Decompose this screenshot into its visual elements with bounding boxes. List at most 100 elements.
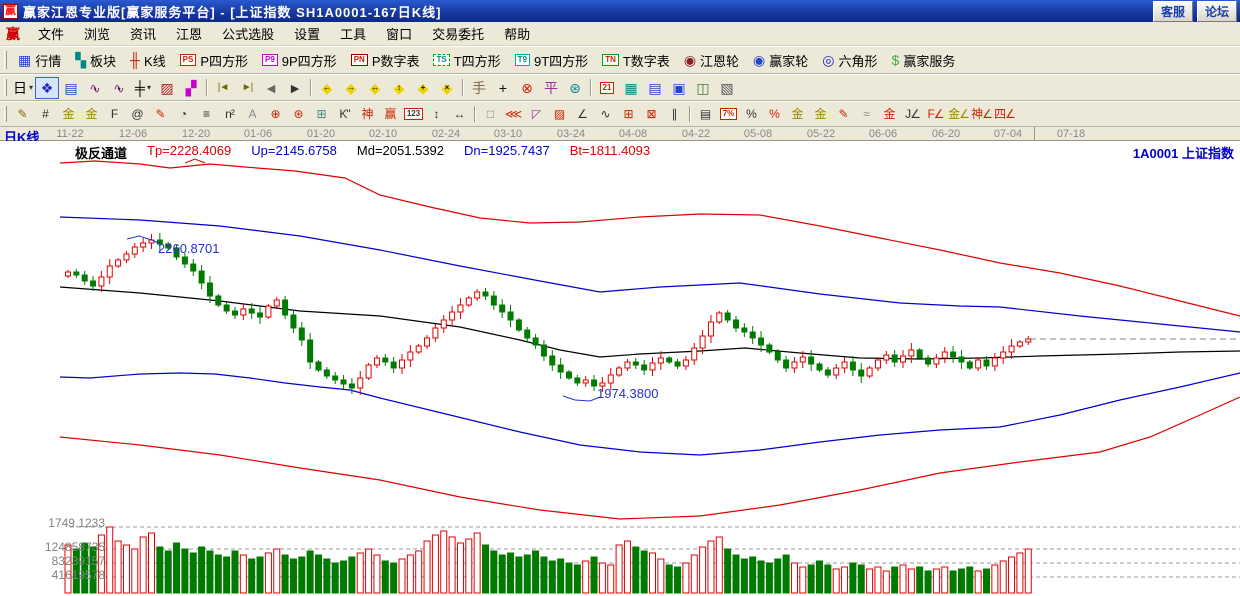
info-panel-icon[interactable]: ▤	[59, 77, 83, 99]
diamond-h-expand-icon[interactable]: ◆ ↔	[363, 77, 387, 99]
winner-grid-tool-icon[interactable]: 赢	[379, 104, 402, 124]
chart-colored-icon[interactable]: ▞	[179, 77, 203, 99]
box-tool-icon[interactable]: □	[479, 104, 502, 124]
toolbar-grip[interactable]	[4, 105, 7, 123]
toolbar-winner-service-button[interactable]: $ 赢家服务	[885, 46, 963, 74]
computer-icon[interactable]: ▧	[715, 77, 739, 99]
diamond-zoom-in-icon[interactable]: ◆ +	[411, 77, 435, 99]
time-ladder-tool-icon[interactable]: ≡	[195, 104, 218, 124]
angle-pen-tool-icon[interactable]: ✎	[11, 104, 34, 124]
f-angle-tool-icon[interactable]: F∠	[924, 104, 947, 124]
diamond-right-icon[interactable]: ◆ →	[339, 77, 363, 99]
brush-tool-icon[interactable]: ✎	[832, 104, 855, 124]
wave-9-icon[interactable]: ∿ ₉	[107, 77, 131, 99]
percent-tool-icon[interactable]: %	[740, 104, 763, 124]
save-icon[interactable]: ▣	[667, 77, 691, 99]
menu-item[interactable]: 工具	[340, 27, 367, 42]
menu-item[interactable]: 江恩	[176, 27, 203, 42]
toolbar-9t-square-button[interactable]: T9 9T四方形	[508, 46, 596, 74]
web-tool-icon[interactable]: ⊛	[563, 77, 587, 99]
red-grid-arrow-tool-icon[interactable]: ⊠	[640, 104, 663, 124]
gold-ratio-tool-2-icon[interactable]: 金	[80, 104, 103, 124]
chart-area[interactable]: 极反通道 Tp=2228.4069 Up=2145.6758 Md=2051.5…	[0, 141, 1240, 596]
calculator-icon[interactable]: ▦	[619, 77, 643, 99]
shen-angle-tool-icon[interactable]: 神∠	[970, 104, 993, 124]
toolbar-quotes-button[interactable]: ▦ 行情	[11, 46, 68, 74]
toolbar-t-number-table-button[interactable]: TN T数字表	[595, 46, 677, 74]
toolbar-grip[interactable]	[4, 50, 7, 70]
menu-item[interactable]: 浏览	[84, 27, 111, 42]
menu-item[interactable]: 设置	[294, 27, 321, 42]
n-square-tool-icon[interactable]: n²	[218, 104, 241, 124]
forum-button[interactable]: 论坛	[1196, 0, 1237, 22]
circle-cross-tool-icon[interactable]: ⊕	[264, 104, 287, 124]
menu-item[interactable]: 帮助	[504, 27, 531, 42]
toolbar-gann-wheel-button[interactable]: ◉ 江恩轮	[677, 46, 746, 74]
diamond-zoom-out-icon[interactable]: ◆ ×	[435, 77, 459, 99]
notes-icon[interactable]: ▤	[643, 77, 667, 99]
calendar-icon[interactable]: 21	[595, 77, 619, 99]
shen-grid-tool-icon[interactable]: 神	[356, 104, 379, 124]
pane-splitter[interactable]	[1034, 127, 1035, 141]
spiral-tool-icon[interactable]: @	[126, 104, 149, 124]
time-cycle-tool-icon[interactable]: ◔	[172, 104, 195, 124]
toolbar-winner-wheel-button[interactable]: ◉ 赢家轮	[746, 46, 815, 74]
save-web-icon[interactable]: ◫	[691, 77, 715, 99]
menu-item[interactable]: 文件	[38, 27, 65, 42]
spider-web-tool-icon[interactable]: ⊛	[287, 104, 310, 124]
andrews-tool-icon[interactable]: A	[241, 104, 264, 124]
horizontal-measure-tool-icon[interactable]: ↔	[448, 104, 471, 124]
web-overview-icon[interactable]: ❖	[35, 76, 59, 99]
next-page-icon[interactable]: ►	[283, 77, 307, 99]
gann-box-tool-icon[interactable]: 平	[539, 77, 563, 99]
box-diagonal-tool-icon[interactable]: ▨	[548, 104, 571, 124]
period-day-selector-icon[interactable]: 日 ▾	[11, 77, 35, 99]
grid-web-tool-icon[interactable]: ⊞	[310, 104, 333, 124]
menu-item[interactable]: 窗口	[386, 27, 413, 42]
menu-item[interactable]: 交易委托	[432, 27, 485, 42]
percent-box-tool-icon[interactable]: 7%	[717, 104, 740, 124]
zigzag-tool-icon[interactable]: ∿	[594, 104, 617, 124]
menu-item[interactable]: 公式选股	[222, 27, 275, 42]
wave-band-tool-icon[interactable]: ≈	[855, 104, 878, 124]
ruler-tool-icon[interactable]: 123	[402, 104, 425, 124]
toolbar-p-number-table-button[interactable]: PN P数字表	[344, 46, 427, 74]
kline-chart[interactable]	[0, 141, 1240, 596]
menu-item[interactable]: 资讯	[130, 27, 157, 42]
crosshair-tool-icon[interactable]: +	[491, 77, 515, 99]
wave-3-icon[interactable]: ∿ ₃	[83, 77, 107, 99]
k-count-tool-icon[interactable]: K"	[333, 104, 356, 124]
map-red-icon[interactable]: ▨	[155, 77, 179, 99]
toolbar-t-square-button[interactable]: TS T四方形	[426, 46, 507, 74]
four-angle-tool-icon[interactable]: 四∠	[993, 104, 1016, 124]
prev-page-icon[interactable]: ◄	[259, 77, 283, 99]
gold-underline-tool-icon[interactable]: 金	[878, 104, 901, 124]
gold-line-tool-icon[interactable]: 金	[809, 104, 832, 124]
last-page-icon[interactable]: ►|	[235, 77, 259, 99]
toolbar-grip[interactable]	[4, 78, 7, 97]
compass-tool-icon[interactable]: ✎	[149, 104, 172, 124]
toolbar-kline-button[interactable]: ╫ K线	[123, 46, 173, 74]
diamond-v-expand-icon[interactable]: ◆ ↕	[387, 77, 411, 99]
gold-circle-tool-icon[interactable]: 金	[786, 104, 809, 124]
customer-service-button[interactable]: 客服	[1152, 0, 1193, 22]
vertical-scale-tool-icon[interactable]: ↕	[425, 104, 448, 124]
j-angle-tool-icon[interactable]: J∠	[901, 104, 924, 124]
red-grid-tool-icon[interactable]: ⊞	[617, 104, 640, 124]
angle-lines-tool-icon[interactable]: ∠	[571, 104, 594, 124]
gann-fan-tool-icon[interactable]: ⋘	[502, 104, 525, 124]
fibonacci-tool-icon[interactable]: F	[103, 104, 126, 124]
first-page-icon[interactable]: |◄	[211, 77, 235, 99]
parallel-lines-tool-icon[interactable]: ∥	[663, 104, 686, 124]
hand-tool-icon[interactable]: 手	[467, 77, 491, 99]
candle-style-icon[interactable]: ╪ ▾	[131, 77, 155, 99]
percent-lines-tool-icon[interactable]: %	[763, 104, 786, 124]
gold-angle-tool-icon[interactable]: 金∠	[947, 104, 970, 124]
measure-list-tool-icon[interactable]: ▤	[694, 104, 717, 124]
fan-box-tool-icon[interactable]: ◸	[525, 104, 548, 124]
diamond-left-icon[interactable]: ◆ ←	[315, 77, 339, 99]
price-ladder-tool-icon[interactable]: #	[34, 104, 57, 124]
gold-ratio-tool-1-icon[interactable]: 金	[57, 104, 80, 124]
toolbar-p-square-button[interactable]: PS P四方形	[173, 46, 255, 74]
marker-tool-icon[interactable]: ⊗	[515, 77, 539, 99]
